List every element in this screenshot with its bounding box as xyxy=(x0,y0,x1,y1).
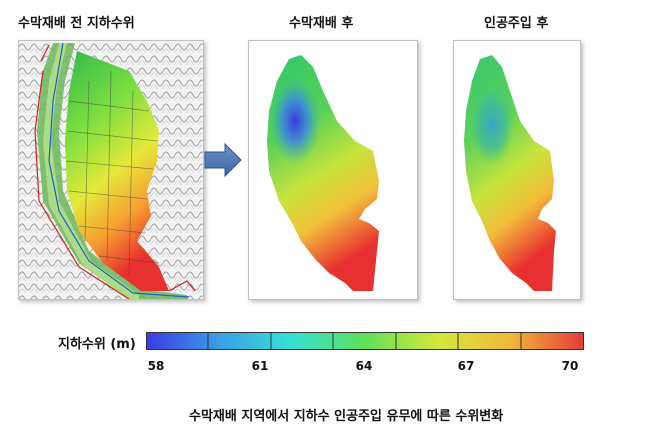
legend-tick-64: 64 xyxy=(355,359,373,373)
right-arrow-icon xyxy=(204,143,242,177)
after-cultivation-graphic xyxy=(267,55,379,291)
legend-tick-70: 70 xyxy=(561,359,579,373)
legend-tick-61: 61 xyxy=(251,359,269,373)
before-map-graphic xyxy=(19,41,203,299)
after-cultivation-map xyxy=(248,40,418,300)
after-injection-title: 인공주입 후 xyxy=(484,16,549,31)
legend-label: 지하수위 (m) xyxy=(58,337,136,352)
after-cultivation-title: 수막재배 후 xyxy=(289,16,354,31)
after-injection-map xyxy=(453,40,581,300)
before-groundwater-map xyxy=(18,40,204,300)
before-panel-title: 수막재배 전 지하수위 xyxy=(18,16,135,31)
after-injection-graphic xyxy=(464,55,556,291)
figure-caption: 수막재배 지역에서 지하수 인공주입 유무에 따른 수위변화 xyxy=(189,409,504,424)
colorbar xyxy=(146,332,584,350)
legend-tick-58: 58 xyxy=(147,359,165,373)
legend-tick-67: 67 xyxy=(457,359,475,373)
